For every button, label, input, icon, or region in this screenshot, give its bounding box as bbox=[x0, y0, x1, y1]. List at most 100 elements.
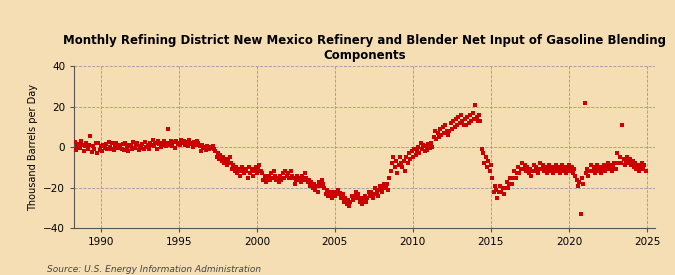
Point bbox=[184, 138, 194, 142]
Point bbox=[335, 191, 346, 195]
Point bbox=[444, 129, 455, 133]
Point bbox=[95, 143, 106, 148]
Point bbox=[392, 171, 403, 176]
Point bbox=[379, 182, 389, 186]
Point bbox=[589, 171, 600, 176]
Point bbox=[92, 151, 103, 155]
Point bbox=[484, 169, 495, 174]
Point bbox=[367, 196, 378, 200]
Point bbox=[568, 167, 579, 172]
Point bbox=[389, 165, 400, 170]
Point bbox=[418, 143, 429, 147]
Point bbox=[411, 149, 422, 153]
Point bbox=[516, 167, 526, 172]
Point bbox=[354, 200, 365, 204]
Point bbox=[147, 138, 158, 142]
Point bbox=[474, 112, 485, 117]
Point bbox=[406, 149, 417, 153]
Point bbox=[117, 142, 128, 146]
Point bbox=[436, 133, 447, 137]
Point bbox=[597, 167, 608, 172]
Point bbox=[137, 142, 148, 146]
Point bbox=[523, 171, 534, 176]
Point bbox=[574, 179, 585, 184]
Point bbox=[393, 163, 404, 167]
Point bbox=[401, 155, 412, 160]
Point bbox=[415, 141, 426, 145]
Point bbox=[99, 146, 110, 150]
Point bbox=[508, 175, 518, 180]
Point bbox=[303, 177, 314, 182]
Point bbox=[209, 147, 219, 151]
Point bbox=[562, 167, 573, 172]
Point bbox=[539, 169, 549, 174]
Point bbox=[194, 144, 205, 148]
Point bbox=[238, 171, 249, 176]
Point bbox=[132, 141, 142, 145]
Point bbox=[608, 165, 618, 170]
Point bbox=[292, 173, 302, 178]
Point bbox=[497, 185, 508, 190]
Point bbox=[70, 140, 80, 144]
Point bbox=[533, 167, 544, 172]
Point bbox=[227, 167, 238, 172]
Point bbox=[113, 143, 124, 147]
Point bbox=[463, 120, 474, 125]
Point bbox=[119, 148, 130, 152]
Point bbox=[466, 119, 477, 123]
Point bbox=[356, 196, 367, 200]
Point bbox=[228, 163, 239, 167]
Point bbox=[179, 139, 190, 143]
Point bbox=[342, 198, 353, 202]
Point bbox=[634, 169, 645, 174]
Point bbox=[540, 165, 551, 170]
Point bbox=[249, 169, 260, 174]
Point bbox=[375, 183, 386, 188]
Point bbox=[595, 165, 605, 170]
Point bbox=[198, 146, 209, 150]
Point bbox=[618, 157, 629, 161]
Point bbox=[548, 171, 559, 176]
Point bbox=[90, 141, 101, 146]
Point bbox=[387, 161, 398, 166]
Point bbox=[385, 169, 396, 174]
Point bbox=[313, 189, 323, 194]
Point bbox=[75, 146, 86, 150]
Point bbox=[472, 119, 483, 123]
Point bbox=[506, 182, 517, 186]
Point bbox=[322, 188, 333, 192]
Point bbox=[408, 155, 418, 160]
Point bbox=[541, 171, 552, 176]
Point bbox=[596, 171, 607, 176]
Point bbox=[275, 173, 286, 178]
Point bbox=[175, 143, 186, 147]
Point bbox=[560, 165, 570, 170]
Point bbox=[211, 155, 222, 160]
Point bbox=[141, 145, 152, 149]
Point bbox=[85, 134, 96, 138]
Point bbox=[488, 189, 499, 194]
Point bbox=[373, 188, 384, 192]
Point bbox=[435, 127, 446, 131]
Point bbox=[483, 159, 493, 164]
Point bbox=[537, 163, 548, 167]
Point bbox=[256, 171, 267, 176]
Point bbox=[627, 159, 638, 164]
Point bbox=[536, 167, 547, 172]
Point bbox=[440, 123, 451, 127]
Point bbox=[412, 145, 423, 149]
Point bbox=[400, 169, 410, 174]
Point bbox=[376, 189, 387, 194]
Point bbox=[357, 202, 368, 206]
Point bbox=[251, 171, 262, 176]
Point bbox=[158, 143, 169, 147]
Point bbox=[638, 167, 649, 172]
Point bbox=[314, 179, 325, 184]
Point bbox=[616, 161, 626, 166]
Point bbox=[575, 212, 586, 216]
Point bbox=[344, 204, 354, 208]
Point bbox=[460, 117, 470, 121]
Point bbox=[338, 200, 349, 204]
Point bbox=[255, 169, 266, 174]
Point bbox=[422, 148, 433, 152]
